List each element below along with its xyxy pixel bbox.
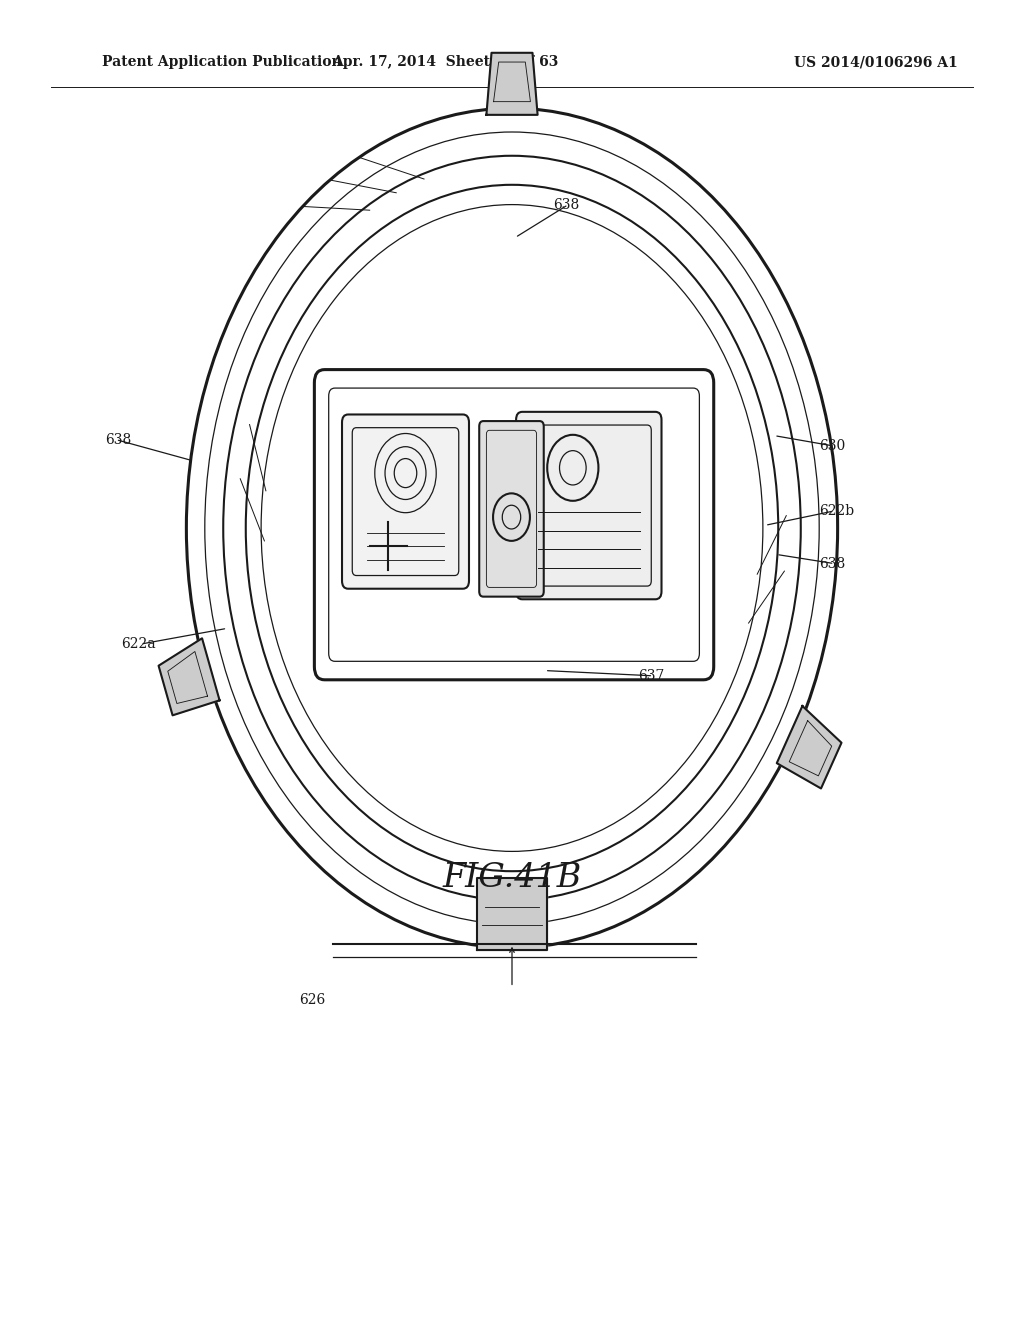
Polygon shape <box>477 878 547 950</box>
Text: 622b: 622b <box>819 504 854 517</box>
Text: 638: 638 <box>553 198 580 211</box>
Text: Apr. 17, 2014  Sheet 57 of 63: Apr. 17, 2014 Sheet 57 of 63 <box>332 55 559 70</box>
Polygon shape <box>159 639 219 715</box>
Text: 638: 638 <box>819 557 846 570</box>
Text: 637: 637 <box>638 669 665 682</box>
FancyBboxPatch shape <box>479 421 544 597</box>
Text: Patent Application Publication: Patent Application Publication <box>102 55 342 70</box>
Text: 630: 630 <box>819 440 846 453</box>
Text: FIG.41B: FIG.41B <box>442 862 582 894</box>
Text: US 2014/0106296 A1: US 2014/0106296 A1 <box>794 55 957 70</box>
Text: 622a: 622a <box>121 638 156 651</box>
Text: 638: 638 <box>104 433 131 446</box>
Text: 626: 626 <box>299 993 326 1007</box>
FancyBboxPatch shape <box>342 414 469 589</box>
Polygon shape <box>777 706 842 788</box>
FancyBboxPatch shape <box>516 412 662 599</box>
Polygon shape <box>486 53 538 115</box>
